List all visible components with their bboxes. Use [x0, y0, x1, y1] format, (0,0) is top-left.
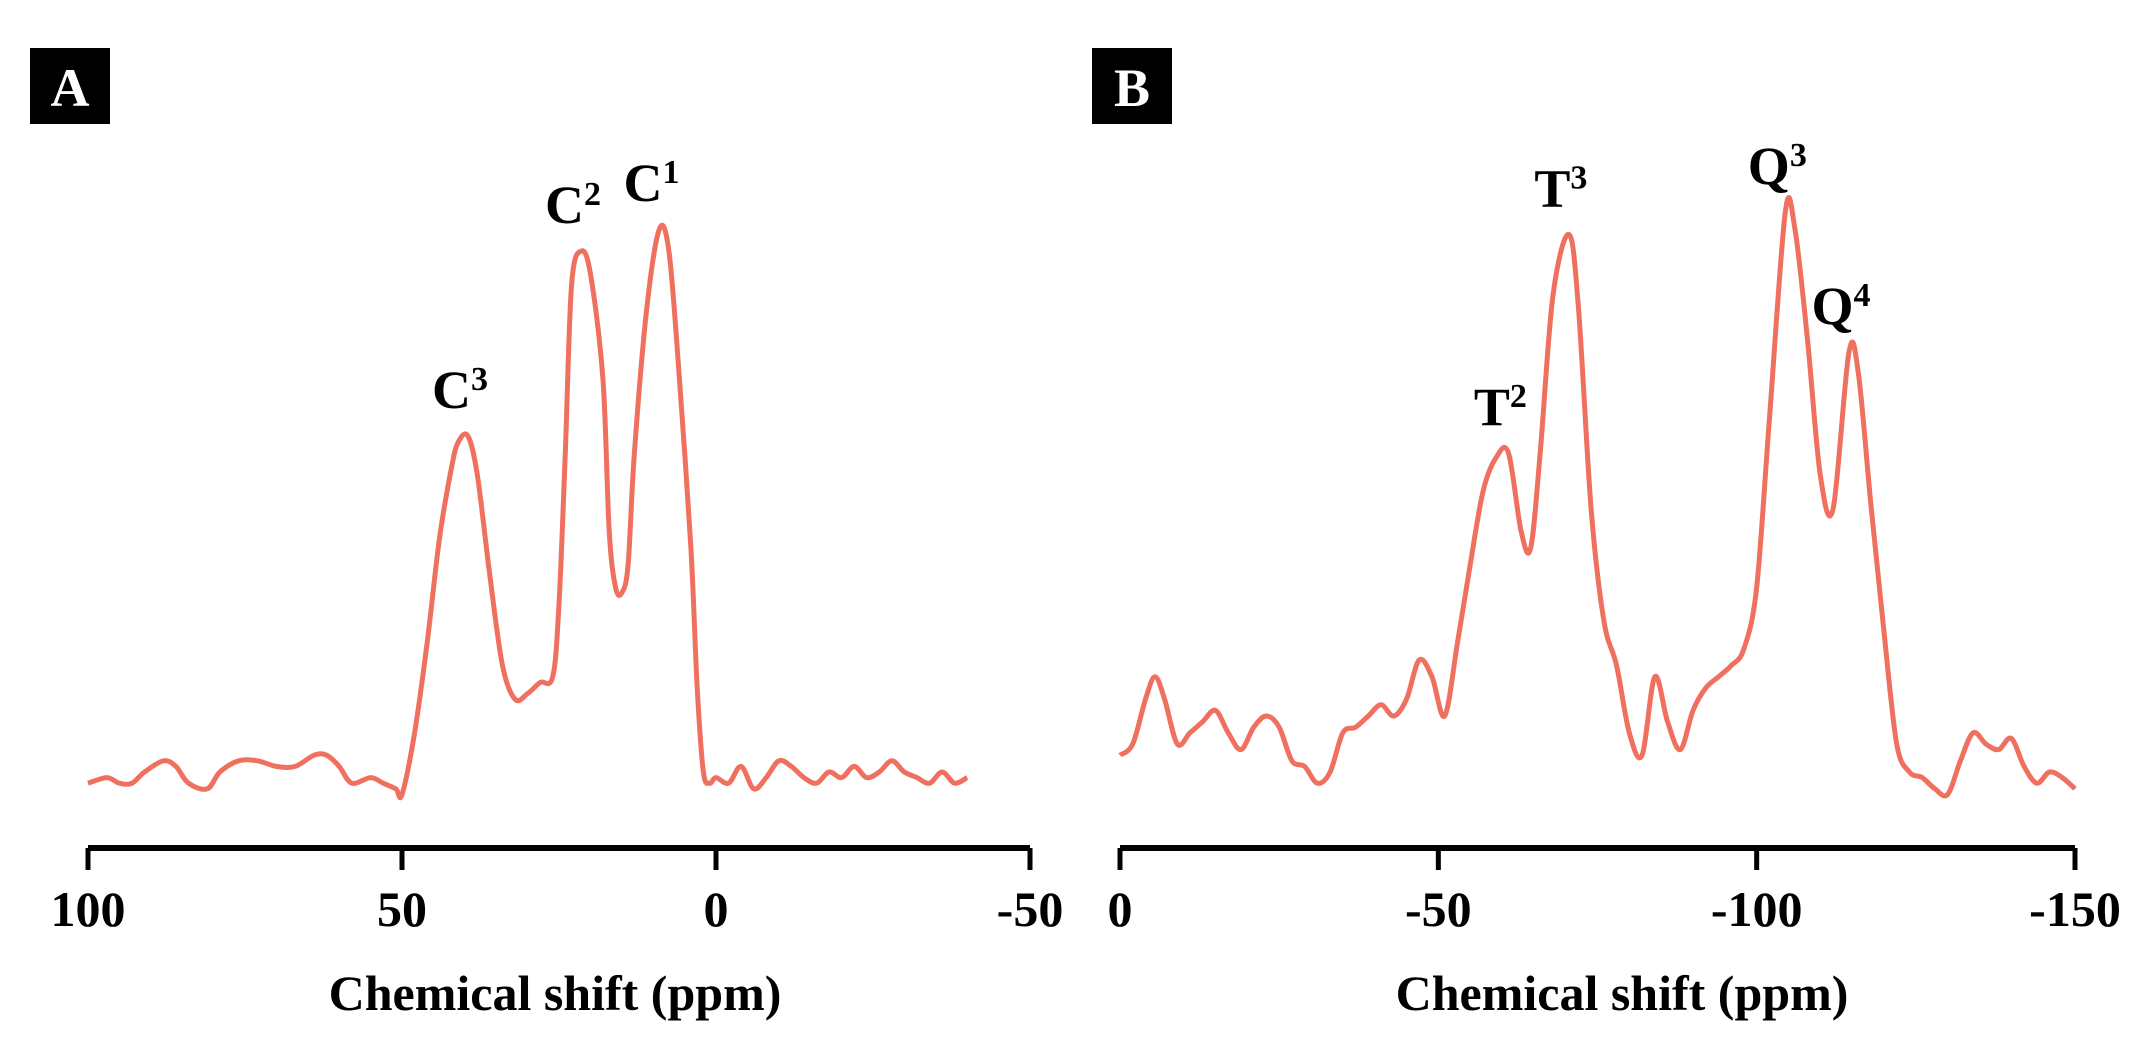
- panel-b-badge: [1092, 48, 1172, 124]
- panel-a-x-tick-label: -50: [997, 881, 1064, 937]
- panel-b-peak-label-letter: Q: [1811, 276, 1853, 336]
- panel-a-x-axis-title: Chemical shift (ppm): [329, 965, 782, 1021]
- panel-b-peak-label-sup: 3: [1790, 137, 1807, 174]
- panel-b-badge-label: B: [1114, 58, 1150, 118]
- panel-a-x-tick-label: 0: [704, 881, 729, 937]
- panel-a-peak-label-sup: 2: [584, 176, 601, 213]
- panel-a-spectrum-line: [87, 222, 969, 801]
- panel-b-peak-label-letter: T: [1474, 377, 1510, 437]
- panel-a-badge: [30, 48, 110, 124]
- panel-b-peak-label-sup: 4: [1853, 277, 1870, 314]
- panel-b-x-tick-label: -50: [1405, 881, 1472, 937]
- panel-b-peak-label-sup: 2: [1510, 378, 1527, 415]
- panel-a-peak-label-sup: 3: [471, 361, 488, 398]
- panel-b-peak-label: T3: [1534, 158, 1587, 218]
- panel-b-spectrum-line: [1118, 194, 2077, 799]
- panel-b-peak-label: Q3: [1748, 136, 1807, 196]
- panel-b-peak-label-letter: T: [1534, 158, 1570, 218]
- panel-a-badge-label: A: [51, 58, 90, 118]
- panel-a-x-tick-label: 100: [51, 881, 126, 937]
- panel-b-peak-label-letter: Q: [1748, 136, 1790, 196]
- panel-a-peak-label-letter: C: [545, 175, 584, 235]
- panel-a-peak-label-letter: C: [432, 360, 471, 420]
- panel-a-peak-label-sup: 1: [662, 154, 679, 191]
- panel-b-x-tick-label: 0: [1108, 881, 1133, 937]
- panel-a-peak-label: C2: [545, 175, 601, 235]
- panel-b-x-tick-label: -150: [2029, 881, 2121, 937]
- panel-a-x-tick-label: 50: [377, 881, 427, 937]
- panel-b-x-tick-label: -100: [1711, 881, 1803, 937]
- panel-b-peak-label: Q4: [1811, 276, 1870, 336]
- panel-b-x-axis-title: Chemical shift (ppm): [1396, 965, 1849, 1021]
- panel-a-peak-label-letter: C: [623, 153, 662, 213]
- panel-b-peak-label-sup: 3: [1570, 159, 1587, 196]
- panel-b-peak-label: T2: [1474, 377, 1527, 437]
- panel-a-peak-label: C3: [432, 360, 488, 420]
- panel-a-peak-label: C1: [623, 153, 679, 213]
